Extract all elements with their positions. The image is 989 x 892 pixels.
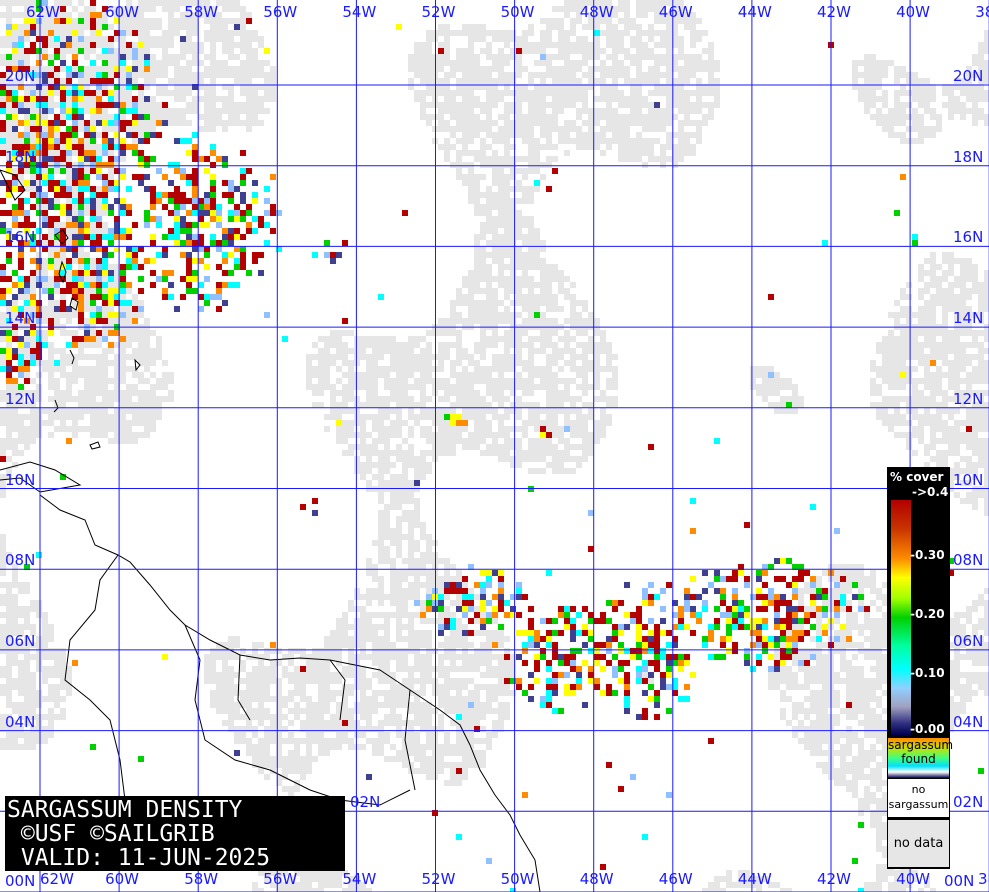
latitude-label-right: 00N [944, 872, 975, 890]
latitude-label-right: 12N [953, 389, 984, 408]
latitude-label-right: 04N [953, 712, 984, 731]
latitude-label-left: 02N [350, 793, 381, 812]
legend-sargassum-found: sargassum found [888, 738, 953, 778]
latitude-label-left: 18N [5, 147, 36, 166]
longitude-label-bottom: 54W [342, 870, 377, 888]
longitude-label-bottom: 58W [184, 870, 219, 888]
none-label-1: no [911, 783, 926, 796]
legend-title: % cover [890, 470, 944, 484]
found-label-1: sargassum [888, 738, 954, 752]
legend-no-sargassum: no sargassum [888, 779, 949, 817]
longitude-label-bottom: 60W [105, 870, 140, 888]
longitude-label-top: 46W [658, 3, 693, 21]
legend-tick-020: -0.20 [910, 607, 945, 621]
legend-tick-010: -0.10 [910, 666, 945, 680]
longitude-label-bottom: 62W [40, 870, 74, 888]
longitude-label-top: 62W [26, 3, 60, 21]
longitude-label-top: 42W [817, 3, 851, 21]
longitude-label-bottom: 40W [896, 870, 931, 888]
longitude-label-bottom: 38W [978, 870, 989, 888]
longitude-label-top: 50W [500, 3, 535, 21]
latitude-label-left: 20N [5, 67, 36, 85]
latitude-label-left: 14N [5, 309, 36, 328]
longitude-label-bottom: 42W [817, 870, 851, 888]
latitude-label-left: 16N [5, 228, 36, 247]
longitude-label-top: 54W [342, 3, 377, 21]
longitude-label-top: 56W [263, 3, 298, 21]
longitude-label-top: 38W [975, 3, 989, 21]
latitude-label-left: 00N [5, 872, 36, 890]
latitude-label-right: 14N [953, 309, 984, 328]
longitude-label-top: 48W [579, 3, 614, 21]
latitude-label-right: 16N [953, 228, 984, 247]
longitude-label-top: 60W [105, 3, 140, 21]
title-line-2: ©USF ©SAILGRIB [7, 821, 215, 847]
country-borders [64, 554, 416, 806]
longitude-label-bottom: 46W [658, 870, 693, 888]
longitude-label-bottom: 52W [421, 870, 456, 888]
latitude-label-right: 20N [953, 67, 984, 85]
latitude-label-left: 06N [5, 631, 36, 650]
color-legend: % cover ->0.4 -0.30 -0.20 -0.10 -0.00 sa… [887, 467, 953, 869]
longitude-label-top: 52W [421, 3, 456, 21]
legend-tick-000: -0.00 [910, 722, 945, 736]
map-title-box: SARGASSUM DENSITY ©USF ©SAILGRIB VALID: … [5, 796, 345, 871]
legend-tick-max: ->0.4 [912, 485, 949, 499]
latitude-label-right: 08N [953, 551, 984, 570]
longitude-label-top: 44W [737, 3, 772, 21]
legend-no-data: no data [888, 820, 949, 867]
legend-tick-030: -0.30 [910, 548, 945, 562]
south-america-coastline [0, 461, 541, 892]
longitude-label-top: 58W [184, 3, 219, 21]
latitude-label-right: 10N [953, 470, 984, 489]
latitude-label-right: 02N [953, 793, 984, 812]
title-line-1: SARGASSUM DENSITY [7, 797, 243, 823]
longitude-label-bottom: 50W [500, 870, 535, 888]
none-label-2: sargassum [888, 798, 949, 811]
longitude-label-bottom: 48W [579, 870, 614, 888]
legend-colorbar [891, 500, 911, 735]
latitude-label-right: 06N [953, 631, 984, 650]
latitude-label-left: 08N [5, 551, 36, 570]
latitude-label-left: 12N [5, 389, 36, 408]
latitude-label-left: 04N [5, 712, 36, 731]
longitude-label-bottom: 44W [737, 870, 772, 888]
longitude-label-top: 40W [896, 3, 931, 21]
found-label-2: found [901, 752, 936, 766]
latitude-label-right: 18N [953, 147, 984, 166]
title-line-3: VALID: 11-JUN-2025 [7, 845, 271, 871]
longitude-label-bottom: 56W [263, 870, 298, 888]
latitude-label-left: 10N [5, 470, 36, 489]
